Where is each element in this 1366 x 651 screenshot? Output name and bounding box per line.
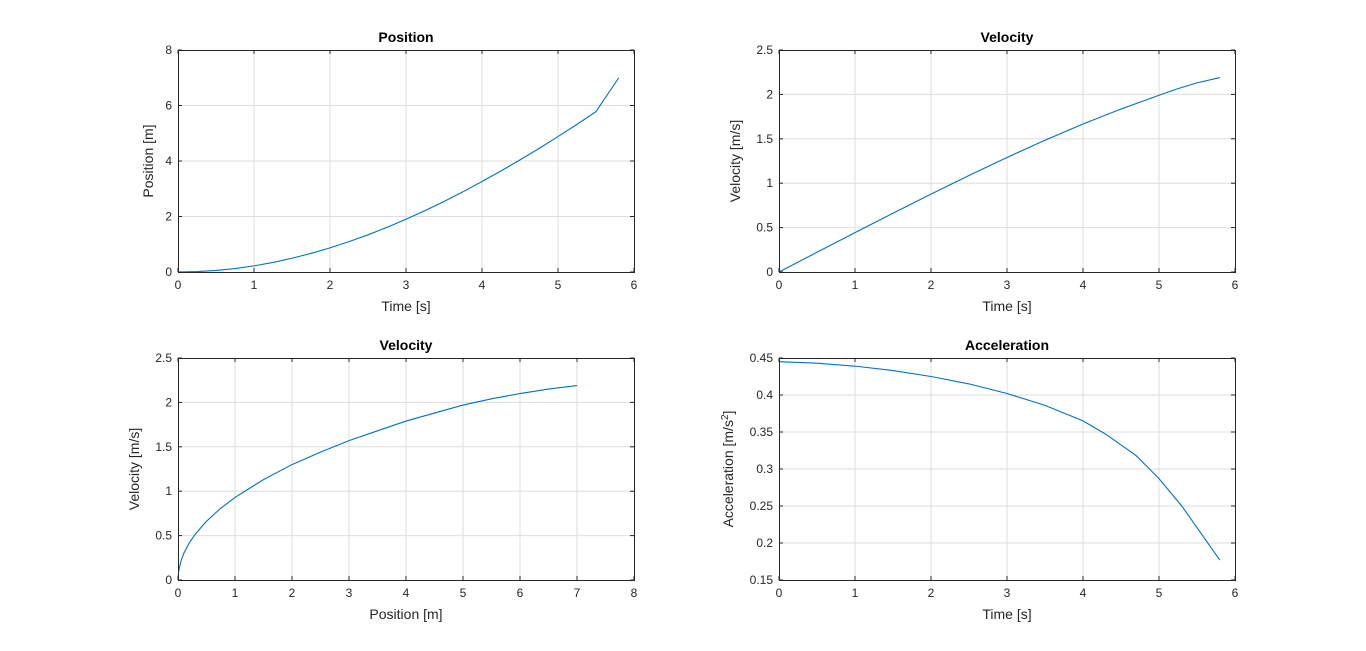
chart1-x-tick-label: 2	[327, 278, 334, 292]
chart4-x-tick-label: 0	[776, 586, 783, 600]
chart1-x-axis-label: Time [s]	[381, 298, 430, 314]
chart3-x-tick-label: 0	[175, 586, 182, 600]
chart3-x-tick-label: 1	[232, 586, 239, 600]
chart4: 0 1 2 3 4 5 6 0.15 0.2 0.25 0.3 0.35 0.4 0.45 Accelera…	[720, 337, 1239, 622]
chart4-y-tick-label: 0.25	[750, 499, 774, 513]
chart1-x-tick-label: 4	[479, 278, 486, 292]
chart3-y-axis-label: Velocity [m/s]	[126, 428, 142, 510]
chart3-x-tick-label: 2	[289, 586, 296, 600]
chart1-x-tick-label: 3	[403, 278, 410, 292]
chart1-y-tick-label: 0	[165, 265, 172, 279]
chart3-x-tick-label: 4	[403, 586, 410, 600]
chart1-y-tick-label: 6	[165, 99, 172, 113]
chart4-y-tick-label: 0.35	[750, 425, 774, 439]
chart2-x-tick-label: 2	[928, 278, 935, 292]
chart2-x-tick-label: 4	[1080, 278, 1087, 292]
chart2-y-tick-label: 0.5	[756, 221, 773, 235]
chart4-y-tick-label: 0.4	[756, 388, 773, 402]
chart4-x-tick-label: 5	[1156, 586, 1163, 600]
chart2-y-tick-label: 2	[766, 87, 773, 101]
chart3-x-tick-label: 3	[346, 586, 353, 600]
chart4-y-tick-label: 0.45	[750, 351, 774, 365]
chart1-x-tick-label: 0	[175, 278, 182, 292]
chart3-y-tick-label: 0	[165, 573, 172, 587]
chart3-y-tick-label: 0.5	[155, 529, 172, 543]
chart1-y-tick-label: 2	[165, 210, 172, 224]
chart3-x-axis-label: Position [m]	[369, 606, 442, 622]
chart2-y-tick-label: 1.5	[756, 132, 773, 146]
chart2-title: Velocity	[981, 29, 1034, 45]
chart1-x-tick-label: 5	[555, 278, 562, 292]
chart4-y-tick-label: 0.2	[756, 536, 773, 550]
chart4-x-tick-label: 6	[1232, 586, 1239, 600]
chart3-x-tick-label: 7	[574, 586, 581, 600]
chart4-x-tick-label: 4	[1080, 586, 1087, 600]
chart4-series-line	[778, 361, 1221, 561]
chart1-x-tick-label: 6	[631, 278, 638, 292]
chart3-y-tick-label: 2	[165, 395, 172, 409]
chart2-y-tick-label: 1	[766, 176, 773, 190]
chart4-title: Acceleration	[965, 337, 1049, 353]
chart4-x-tick-label: 1	[852, 586, 859, 600]
chart3-x-tick-label: 5	[460, 586, 467, 600]
chart2-y-tick-label: 0	[766, 265, 773, 279]
chart4-y-axis-label: Acceleration [m/s2]	[720, 411, 736, 528]
chart2-x-tick-label: 0	[776, 278, 783, 292]
chart4-x-tick-label: 2	[928, 586, 935, 600]
chart4-y-tick-label: 0.3	[756, 462, 773, 476]
chart1-y-tick-label: 8	[165, 43, 172, 57]
chart4-x-axis-label: Time [s]	[982, 606, 1031, 622]
chart3-y-tick-label: 1.5	[155, 440, 172, 454]
chart2-x-tick-label: 3	[1004, 278, 1011, 292]
chart3-y-tick-label: 2.5	[155, 351, 172, 365]
chart2-x-tick-label: 6	[1232, 278, 1239, 292]
chart3-series-line	[177, 384, 578, 581]
chart2-series-line	[778, 76, 1220, 273]
chart3-x-tick-label: 6	[517, 586, 524, 600]
chart4-y-tick-label: 0.15	[750, 573, 774, 587]
chart1-y-tick-label: 4	[165, 154, 172, 168]
chart1-series-line	[177, 77, 620, 273]
chart2-x-tick-label: 1	[852, 278, 859, 292]
chart3-y-tick-label: 1	[165, 484, 172, 498]
chart3: 0 1 2 3 4 5 6 7 8 0 0.5 1 1.5 2 2.5 Velocity Position [m…	[126, 337, 638, 622]
chart2: 0 1 2 3 4 5 6 0 0.5 1 1.5 2 2.5 Velocity Time [s] Veloc…	[727, 29, 1239, 314]
chart1-title: Position	[378, 29, 433, 45]
chart3-title: Velocity	[380, 337, 433, 353]
chart4-x-tick-label: 3	[1004, 586, 1011, 600]
chart2-y-tick-label: 2.5	[756, 43, 773, 57]
chart1: 0 1 2 3 4 5 6 0 2 4 6 8 Position Time [s] Position [m]	[140, 29, 638, 314]
chart1-y-axis-label: Position [m]	[140, 124, 156, 197]
chart2-y-axis-label: Velocity [m/s]	[727, 120, 743, 202]
chart2-x-tick-label: 5	[1156, 278, 1163, 292]
chart1-x-tick-label: 1	[251, 278, 258, 292]
chart3-x-tick-label: 8	[631, 586, 638, 600]
chart2-x-axis-label: Time [s]	[982, 298, 1031, 314]
